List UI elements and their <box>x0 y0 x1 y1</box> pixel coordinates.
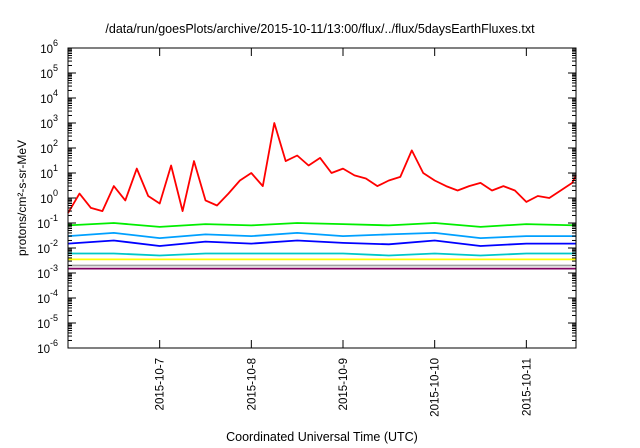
series-line-3 <box>67 239 576 247</box>
x-tick-label: 2015-10-7 <box>155 358 167 410</box>
y-tick-label: 100 <box>40 188 58 206</box>
x-axis-label: Coordinated Universal Time (UTC) <box>226 430 418 444</box>
series-line-2 <box>67 231 576 240</box>
series-line-4 <box>68 252 576 257</box>
series-line-0 <box>67 122 577 214</box>
y-axis-label: protons/cm²-s-sr-MeV <box>15 140 29 256</box>
y-tick-label: 10-6 <box>37 338 58 356</box>
y-tick-label: 10-4 <box>37 288 58 306</box>
x-tick-label: 2015-10-11 <box>521 358 533 416</box>
x-tick-label: 2015-10-9 <box>338 358 350 410</box>
y-tick-label: 105 <box>40 63 58 81</box>
y-tick-label: 101 <box>40 163 58 181</box>
y-tick-label: 10-3 <box>37 263 58 281</box>
y-tick-label: 103 <box>40 113 58 131</box>
plot-frame <box>67 47 577 349</box>
x-tick-label: 2015-10-8 <box>246 358 258 410</box>
y-tick-label: 10-2 <box>37 238 58 256</box>
y-tick-label: 102 <box>40 138 58 156</box>
series-line-1 <box>67 222 577 228</box>
y-tick-label: 106 <box>40 38 58 56</box>
y-tick-label: 10-5 <box>37 313 58 331</box>
y-tick-label: 10-1 <box>37 213 58 231</box>
x-tick-label: 2015-10-10 <box>430 358 442 417</box>
chart-title: /data/run/goesPlots/archive/2015-10-11/1… <box>105 22 535 36</box>
y-tick-label: 104 <box>40 88 58 106</box>
